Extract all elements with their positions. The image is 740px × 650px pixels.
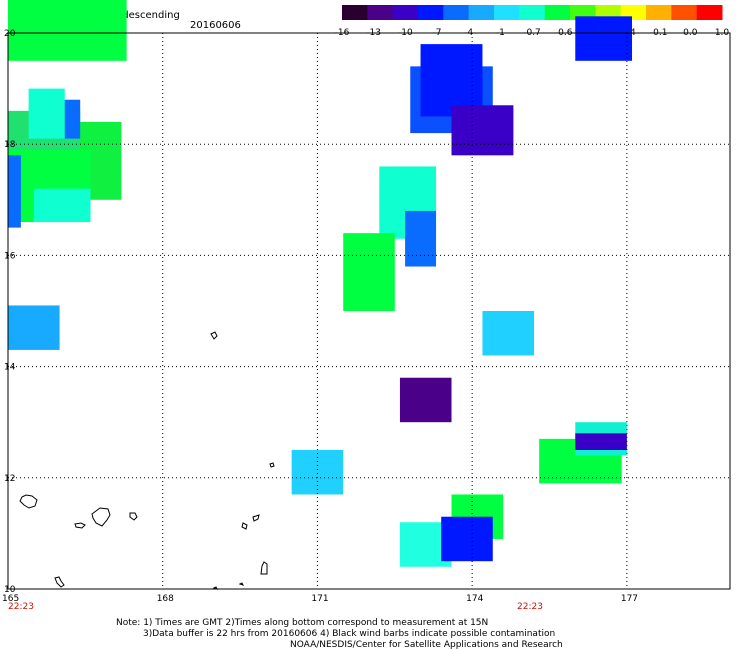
colorbar-swatch [671,5,698,20]
wind-cell [575,16,633,61]
lat-tick-label: 10 [4,585,16,595]
wind-cell [291,450,344,495]
wind-cell [405,210,437,267]
coastline [19,331,275,590]
wind-cell [8,305,60,350]
data-cells [8,0,633,567]
lon-tick-label: 168 [157,594,174,604]
time-label-right: 22:23 [517,602,543,612]
colorbar-swatch [367,5,394,20]
colorbar-swatch [418,5,444,20]
wind-cell [575,433,627,450]
lat-tick-label: 14 [4,363,16,373]
colorbar-swatch [696,5,723,20]
colorbar [342,5,723,20]
note-line-3: NOAA/NESDIS/Center for Satellite Applica… [290,640,563,650]
colorbar-swatch [392,5,419,20]
colorbar-swatch [443,5,470,20]
lat-tick-label: 20 [4,29,16,39]
colorbar-swatch [494,5,520,20]
lon-tick-label: 177 [621,594,638,604]
date-label: 20160606 [190,20,241,31]
wind-cell [8,0,127,61]
wind-cell [441,516,493,562]
wind-cell [451,105,514,156]
wind-cell [482,311,535,356]
latitude-tick-labels: 20 18 16 14 12 10 [4,29,16,595]
longitude-tick-labels: 165 168 171 174 177 [2,594,638,604]
lat-tick-label: 18 [4,140,16,150]
wind-cell [420,44,483,117]
colorbar-swatch [595,5,622,20]
colorbar-swatch [570,5,596,20]
lon-tick-label: 174 [466,594,483,604]
wind-cell [399,377,452,423]
colorbar-swatch [519,5,546,20]
lat-tick-label: 16 [4,251,16,261]
wind-cell [33,188,91,223]
wind-cell [8,155,21,228]
colorbar-swatch [646,5,672,20]
wind-cell [343,233,395,311]
colorbar-swatch [544,5,571,20]
lon-tick-label: 165 [2,594,19,604]
colorbar-swatch [468,5,495,20]
wind-cell [28,88,65,139]
lat-tick-label: 12 [4,474,15,484]
note-line-2: 3)Data buffer is 22 hrs from 20160606 4)… [143,629,555,639]
note-line-1: Note: 1) Times are GMT 2)Times along bot… [116,618,488,628]
time-label-left: 22:23 [8,602,34,612]
colorbar-swatch [620,5,647,20]
colorbar-swatch [342,5,368,20]
lon-tick-label: 171 [311,594,328,604]
plot-frame [7,32,731,590]
